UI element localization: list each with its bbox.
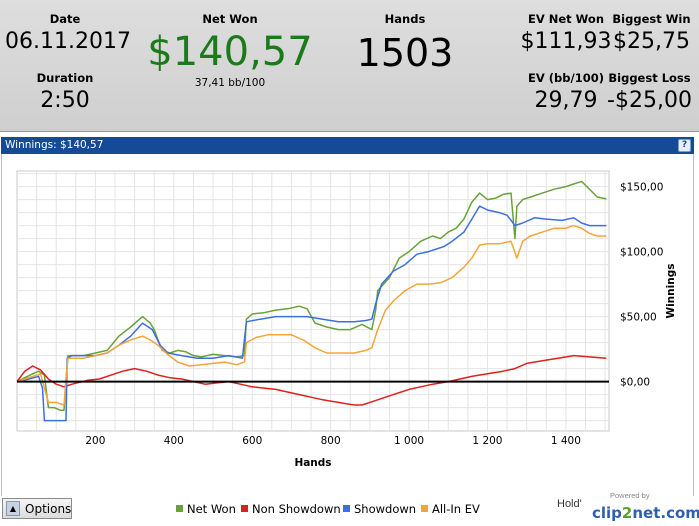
x-tick-label: 200 bbox=[85, 435, 105, 447]
biggest-loss-value: -$25,00 bbox=[607, 88, 692, 113]
x-axis-title: Hands bbox=[294, 457, 331, 469]
ev-net-won-label: EV Net Won bbox=[527, 12, 605, 26]
biggest-win-stat: Biggest Win $25,75 bbox=[604, 12, 699, 54]
legend-label-showdown: Showdown bbox=[354, 502, 417, 516]
series-line-all-in-ev bbox=[16, 224, 607, 406]
legend-non-showdown[interactable]: Non Showdown bbox=[241, 502, 341, 516]
plot-area bbox=[16, 170, 610, 432]
legend-label-non-showdown: Non Showdown bbox=[252, 502, 341, 516]
powered-by-label: Powered by bbox=[610, 491, 650, 500]
duration-label: Duration bbox=[36, 71, 94, 85]
hands-value: 1503 bbox=[356, 31, 454, 75]
legend-label-net-won: Net Won bbox=[187, 502, 236, 516]
biggest-win-label: Biggest Win bbox=[612, 12, 691, 26]
legend-swatch-showdown bbox=[343, 505, 350, 512]
session-stats-panel: Date 06.11.2017 Duration 2:50 Net Won $1… bbox=[0, 0, 699, 132]
date-value: 06.11.2017 bbox=[5, 29, 131, 54]
holdem-label: Hold' bbox=[557, 498, 582, 510]
biggest-loss-label: Biggest Loss bbox=[608, 71, 691, 85]
bb-per-100-value: 37,41 bb/100 bbox=[194, 77, 266, 89]
y-tick-label: $100,00 bbox=[620, 247, 663, 259]
y-tick-label: $150,00 bbox=[620, 182, 663, 194]
x-tick-label: 1 400 bbox=[551, 435, 581, 447]
legend-swatch-non-showdown bbox=[241, 505, 248, 512]
x-tick-label: 600 bbox=[242, 435, 262, 447]
legend-swatch-net-won bbox=[176, 505, 183, 512]
net-won-label: Net Won bbox=[202, 12, 258, 26]
y-axis-title: Winnings bbox=[665, 264, 677, 319]
winnings-chart: 200 400 600 800 1 000 1 200 1 400 $0,00 $50,00 $1… bbox=[1, 154, 694, 496]
hands-stat: Hands 1503 bbox=[340, 12, 470, 75]
triangle-up-icon: ▲ bbox=[6, 501, 20, 516]
series-line-showdown bbox=[16, 205, 607, 422]
y-tick-label: $50,00 bbox=[620, 312, 657, 324]
ev-net-won-stat: EV Net Won $111,93 bbox=[516, 12, 616, 54]
clip2net-logo: clip2net.com bbox=[592, 504, 699, 522]
x-tick-label: 400 bbox=[164, 435, 184, 447]
winnings-chart-svg: 200 400 600 800 1 000 1 200 1 400 $0,00 $50,00 $1… bbox=[16, 170, 677, 469]
date-label: Date bbox=[49, 12, 81, 26]
chart-header-bar: Winnings: $140,57 ? bbox=[1, 137, 694, 154]
x-tick-label: 800 bbox=[321, 435, 341, 447]
legend-label-all-in-ev: All-In EV bbox=[432, 502, 480, 516]
biggest-win-value: $25,75 bbox=[613, 29, 690, 54]
ev-bb-stat: EV (bb/100) 29,79 bbox=[516, 71, 616, 113]
chart-title: Winnings: $140,57 bbox=[5, 139, 104, 151]
x-tick-label: 1 200 bbox=[472, 435, 502, 447]
options-button[interactable]: ▲ Options bbox=[2, 498, 72, 519]
ev-bb-value: 29,79 bbox=[534, 88, 598, 113]
net-won-stat: Net Won $140,57 37,41 bb/100 bbox=[140, 12, 320, 89]
biggest-loss-stat: Biggest Loss -$25,00 bbox=[600, 71, 699, 113]
options-label: Options bbox=[25, 502, 72, 516]
series-line-non-showdown bbox=[16, 354, 607, 406]
series-line-net-won bbox=[16, 180, 607, 411]
legend-net-won[interactable]: Net Won bbox=[176, 502, 236, 516]
legend-all-in-ev[interactable]: All-In EV bbox=[421, 502, 480, 516]
legend-swatch-all-in-ev bbox=[421, 505, 428, 512]
legend-showdown[interactable]: Showdown bbox=[343, 502, 416, 516]
help-button[interactable]: ? bbox=[678, 139, 691, 152]
duration-stat: Duration 2:50 bbox=[5, 71, 125, 113]
hands-label: Hands bbox=[384, 12, 426, 26]
net-won-value: $140,57 bbox=[147, 29, 313, 75]
ev-bb-label: EV (bb/100) bbox=[528, 71, 604, 85]
y-tick-label: $0,00 bbox=[620, 377, 650, 389]
ev-net-won-value: $111,93 bbox=[520, 29, 612, 54]
x-tick-label: 1 000 bbox=[394, 435, 424, 447]
duration-value: 2:50 bbox=[40, 88, 90, 113]
date-stat: Date 06.11.2017 bbox=[5, 12, 131, 54]
